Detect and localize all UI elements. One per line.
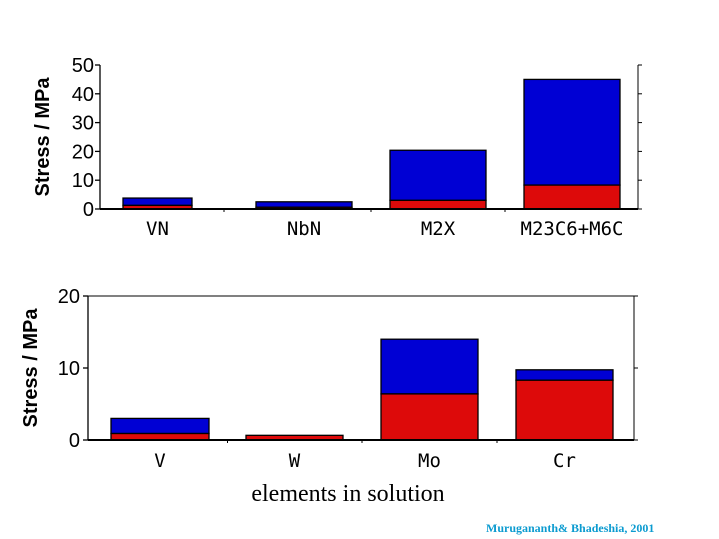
bar-red-Mo bbox=[380, 393, 479, 441]
bar-blue-V bbox=[110, 417, 210, 435]
y-axis-label: Stress / MPa bbox=[32, 77, 54, 197]
bar-red-M23C6+M6C bbox=[523, 184, 621, 210]
y-tick-label: 40 bbox=[72, 84, 94, 106]
chart-panel-2: V W Mo Cr 0 10 20 Stress / MPa elements in solut… bbox=[20, 286, 638, 507]
x-tick-label: Mo bbox=[418, 450, 441, 472]
y-tick-label: 30 bbox=[72, 113, 94, 135]
y-tick-label: 20 bbox=[72, 141, 94, 163]
chart-panel-1: VN NbN M2X M23C6+M6C 0 10 20 30 40 50 Stress / MPa bbox=[32, 55, 642, 240]
x-tick-label: M2X bbox=[421, 218, 456, 240]
x-tick-label: V bbox=[154, 450, 165, 472]
bar-red-Cr bbox=[515, 379, 614, 441]
x-tick-label: VN bbox=[146, 218, 169, 240]
y-tick-label: 0 bbox=[83, 199, 94, 221]
bar-blue-M2X bbox=[389, 149, 487, 202]
bar-blue-M23C6+M6C bbox=[523, 78, 621, 186]
bar-blue-NbN bbox=[255, 201, 353, 208]
bar-blue-Mo bbox=[380, 338, 479, 395]
bar-red-M2X bbox=[389, 199, 487, 210]
x-tick-label: M23C6+M6C bbox=[521, 218, 624, 240]
y-tick-label: 10 bbox=[72, 170, 94, 192]
x-tick-label: Cr bbox=[553, 450, 576, 472]
y-tick-label: 50 bbox=[72, 55, 94, 77]
y-tick-label: 20 bbox=[58, 286, 80, 308]
y-axis-label: Stress / MPa bbox=[20, 308, 42, 428]
bar-blue-Cr bbox=[515, 369, 614, 381]
x-tick-label: W bbox=[289, 450, 301, 472]
y-tick-label: 0 bbox=[69, 430, 80, 452]
x-axis-label: elements in solution bbox=[251, 481, 444, 507]
x-tick-label: NbN bbox=[287, 218, 321, 240]
bar-blue-VN bbox=[122, 197, 193, 207]
y-tick-label: 10 bbox=[58, 358, 80, 380]
credit: Murugananth& Bhadeshia, 2001 bbox=[486, 521, 655, 535]
